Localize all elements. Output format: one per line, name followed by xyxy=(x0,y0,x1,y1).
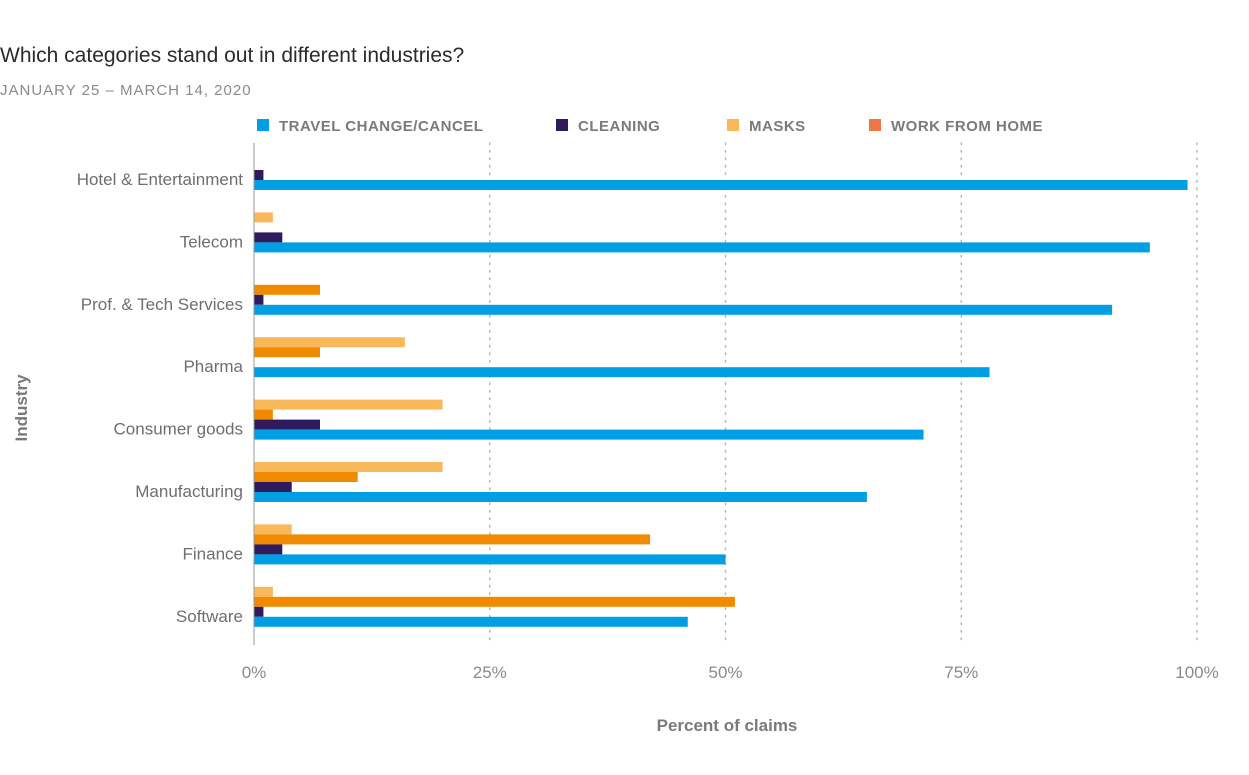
category-label-manufacturing: Manufacturing xyxy=(135,482,243,501)
bar-masks-telecom xyxy=(254,212,273,223)
category-label-finance: Finance xyxy=(183,544,243,563)
bar-cleaning-manufacturing xyxy=(254,482,292,492)
x-tick-label: 100% xyxy=(1175,663,1218,682)
tick-labels: 0% 25% 50% 75% 100% xyxy=(242,663,1219,682)
category-label-software: Software xyxy=(176,607,243,626)
category-labels: Hotel & Entertainment Telecom Prof. & Tech… xyxy=(77,170,244,626)
x-tick-label: 75% xyxy=(944,663,978,682)
bar-cleaning-consumer-goods xyxy=(254,419,321,430)
bar-work-from-home-consumer-goods xyxy=(254,409,273,420)
bar-cleaning-hotel-entertainment xyxy=(254,170,264,180)
bar-travel-change-cancel-hotel-entertainment xyxy=(254,180,1188,190)
bar-travel-change-cancel-prof-tech-services xyxy=(254,304,1113,315)
category-label-prof-tech-services: Prof. & Tech Services xyxy=(81,295,243,314)
legend-swatch-masks xyxy=(727,119,739,131)
legend-swatch-cleaning xyxy=(556,119,568,131)
legend-swatch-travel-change-cancel xyxy=(257,119,269,131)
legend-swatch-work-from-home xyxy=(869,119,881,131)
category-label-consumer-goods: Consumer goods xyxy=(114,420,243,439)
bar-masks-finance xyxy=(254,524,292,535)
bars xyxy=(254,170,1188,627)
bar-cleaning-finance xyxy=(254,544,283,555)
legend: TRAVEL CHANGE/CANCEL CLEANING MASKS WORK FR… xyxy=(257,118,1043,135)
bar-masks-pharma xyxy=(254,337,405,348)
chart-subtitle: JANUARY 25 – MARCH 14, 2020 xyxy=(0,82,252,99)
bar-work-from-home-manufacturing xyxy=(254,472,358,482)
bar-work-from-home-finance xyxy=(254,534,651,545)
bar-cleaning-telecom xyxy=(254,232,283,243)
bar-travel-change-cancel-pharma xyxy=(254,367,990,378)
bar-work-from-home-pharma xyxy=(254,347,321,358)
bar-masks-manufacturing xyxy=(254,462,443,472)
legend-label-masks: MASKS xyxy=(749,118,806,135)
bar-travel-change-cancel-consumer-goods xyxy=(254,429,924,440)
bar-work-from-home-prof-tech-services xyxy=(254,284,321,295)
x-tick-label: 50% xyxy=(708,663,742,682)
x-tick-label: 25% xyxy=(473,663,507,682)
bar-travel-change-cancel-finance xyxy=(254,554,726,565)
legend-label-work-from-home: WORK FROM HOME xyxy=(891,118,1043,135)
bar-travel-change-cancel-manufacturing xyxy=(254,492,867,502)
chart-title: Which categories stand out in different … xyxy=(0,44,464,67)
bar-travel-change-cancel-software xyxy=(254,616,688,627)
bar-work-from-home-software xyxy=(254,596,735,607)
x-axis-title: Percent of claims xyxy=(657,716,798,735)
bar-cleaning-software xyxy=(254,606,264,617)
category-label-hotel-entertainment: Hotel & Entertainment xyxy=(77,170,244,189)
category-label-pharma: Pharma xyxy=(183,357,243,376)
bar-masks-software xyxy=(254,586,273,597)
bar-cleaning-prof-tech-services xyxy=(254,294,264,305)
legend-label-travel-change-cancel: TRAVEL CHANGE/CANCEL xyxy=(279,118,483,135)
legend-label-cleaning: CLEANING xyxy=(578,118,660,135)
bar-masks-consumer-goods xyxy=(254,399,443,410)
bar-travel-change-cancel-telecom xyxy=(254,242,1150,253)
grid-lines xyxy=(489,142,1198,646)
category-label-telecom: Telecom xyxy=(180,232,243,251)
x-tick-label: 0% xyxy=(242,663,267,682)
y-axis-title: Industry xyxy=(12,374,31,442)
